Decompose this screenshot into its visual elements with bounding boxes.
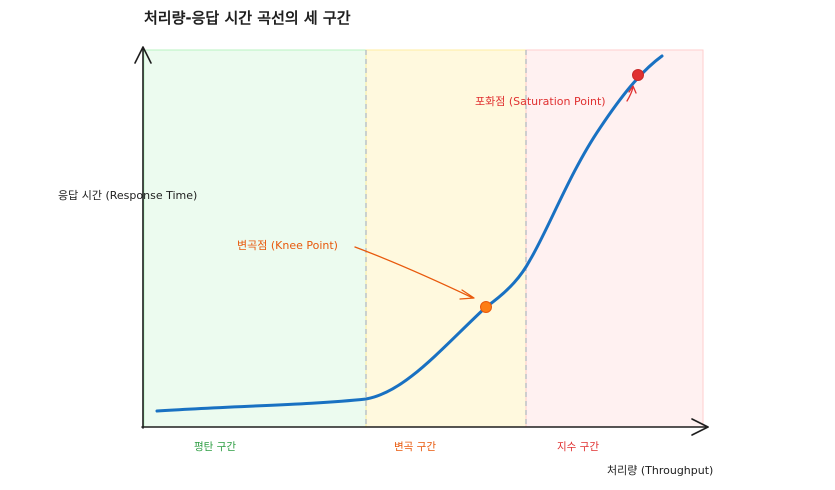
y-axis	[134, 46, 152, 429]
knee-point-marker	[480, 301, 492, 313]
saturation-point-arrow	[626, 85, 637, 102]
knee-region-background	[365, 49, 527, 428]
saturation-point-label: 포화점 (Saturation Point)	[475, 95, 606, 108]
throughput-response-curve	[155, 54, 664, 413]
knee-point-arrow	[354, 246, 475, 300]
x-axis	[141, 418, 709, 436]
y-axis-label: 응답 시간 (Response Time)	[58, 189, 197, 202]
knee-region-label: 변곡 구간	[394, 441, 436, 453]
saturation-point-marker	[632, 69, 644, 81]
diagram-title: 처리량-응답 시간 곡선의 세 구간	[144, 9, 351, 27]
x-axis-label: 처리량 (Throughput)	[607, 464, 713, 477]
flat-region-label: 평탄 구간	[194, 441, 236, 453]
exponential-region-label: 지수 구간	[557, 441, 599, 453]
knee-point-label: 변곡점 (Knee Point)	[237, 239, 338, 252]
exponential-region-background	[525, 49, 704, 428]
flat-region-background	[143, 49, 367, 428]
